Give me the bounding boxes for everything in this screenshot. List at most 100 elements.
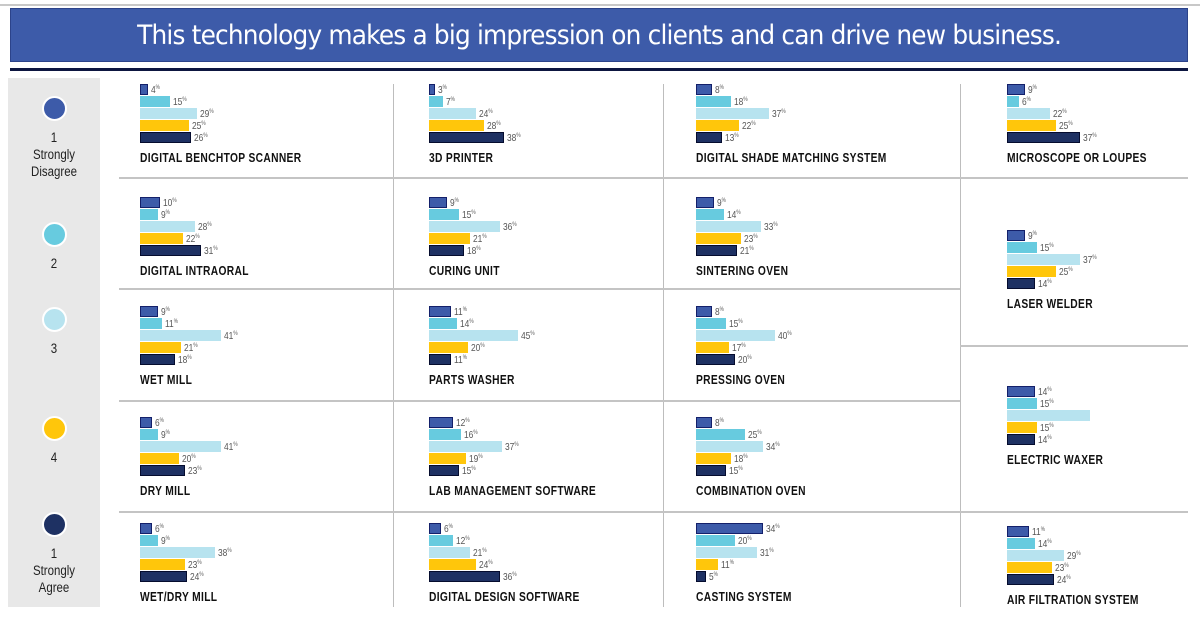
- chart-panel: 9% 15% 37% 25% 14% LASER WELDER: [1007, 230, 1112, 311]
- bar: [429, 441, 502, 452]
- bar-value-label: 34%: [766, 441, 780, 453]
- legend-label: 1 Strongly Agree: [32, 546, 76, 595]
- chart-panel: 6% 12% 21% 24% 36% DIGITAL DESIGN SOFTWARE: [429, 523, 613, 604]
- legend-swatch-icon: [41, 96, 67, 121]
- bar-value-label: 20%: [738, 354, 752, 366]
- panel-title: CASTING SYSTEM: [696, 590, 792, 604]
- bar-value-label: 25%: [1059, 120, 1073, 132]
- chart-panel: 8% 25% 34% 18% 15% COMBINATION OVEN: [696, 417, 830, 498]
- bar: [696, 221, 761, 232]
- bar-value-label: 14%: [1038, 278, 1052, 290]
- bar: [140, 547, 215, 558]
- bar-value-label: 37%: [1083, 254, 1097, 266]
- bar: [696, 306, 712, 317]
- bar-value-label: 9%: [161, 209, 170, 221]
- bar-value-label: 36%: [503, 571, 517, 583]
- column-divider: [663, 84, 664, 607]
- row-divider: [119, 288, 960, 290]
- bar: [429, 330, 518, 341]
- bar-value-label: 45%: [521, 330, 535, 342]
- chart-panel: 3% 7% 24% 28% 38% 3D PRINTER: [429, 84, 521, 165]
- bar-value-label: 31%: [760, 547, 774, 559]
- bar-value-label: 15%: [729, 465, 743, 477]
- bar: [140, 523, 152, 534]
- bar-value-label: 9%: [717, 197, 726, 209]
- bar-value-label: 18%: [734, 453, 748, 465]
- chart-panel: 34% 20% 31% 11% 5% CASTING SYSTEM: [696, 523, 813, 604]
- legend-item: 4: [8, 416, 100, 466]
- bar: [1007, 254, 1080, 265]
- bar-value-label: 23%: [744, 233, 758, 245]
- legend-label: 4: [50, 450, 58, 465]
- bar: [1007, 242, 1037, 253]
- bar: [696, 453, 731, 464]
- bar-value-label: 14%: [1038, 538, 1052, 550]
- panel-title: PARTS WASHER: [429, 373, 515, 387]
- bar: [140, 342, 181, 353]
- bar-value-label: 6%: [155, 417, 164, 429]
- bar: [696, 330, 775, 341]
- bar: [1007, 386, 1035, 397]
- bar-value-label: 20%: [471, 342, 485, 354]
- bar: [140, 233, 183, 244]
- bar: [696, 96, 731, 107]
- panel-title: ELECTRIC WAXER: [1007, 453, 1104, 467]
- bar-value-label: 13%: [725, 132, 739, 144]
- panel-title: DIGITAL INTRAORAL: [140, 264, 249, 278]
- bar-value-label: 33%: [764, 221, 778, 233]
- bar: [696, 108, 769, 119]
- bar: [696, 132, 722, 143]
- panel-title: DIGITAL DESIGN SOFTWARE: [429, 590, 580, 604]
- bar: [696, 318, 726, 329]
- bar: [1007, 422, 1037, 433]
- bar-value-label: 20%: [738, 535, 752, 547]
- bar: [429, 233, 470, 244]
- legend-panel: 1 Strongly Disagree 2 3 4 1 Strongly Agree: [8, 78, 100, 607]
- panel-title: DRY MILL: [140, 484, 191, 498]
- bar: [696, 429, 745, 440]
- bar: [140, 559, 185, 570]
- bar-value-label: 17%: [732, 342, 746, 354]
- bar-value-label: 15%: [1040, 398, 1054, 410]
- bar: [696, 523, 763, 534]
- bar: [1007, 278, 1035, 289]
- bar: [696, 559, 718, 570]
- bar-value-label: 23%: [1055, 562, 1069, 574]
- bar: [429, 547, 470, 558]
- legend-item: 1 Strongly Agree: [8, 512, 100, 596]
- panel-title: DIGITAL BENCHTOP SCANNER: [140, 151, 302, 165]
- bar-value-label: 11%: [454, 306, 467, 318]
- chart-panel: 10% 9% 28% 22% 31% DIGITAL INTRAORAL: [140, 197, 273, 278]
- panel-title: WET/DRY MILL: [140, 590, 218, 604]
- bar-group: 6% 12% 21% 24% 36%: [429, 523, 613, 583]
- bar-value-label: 9%: [450, 197, 459, 209]
- bar-value-label: 40%: [778, 330, 792, 342]
- bar: [429, 417, 453, 428]
- bar: [429, 318, 457, 329]
- bar: [429, 221, 500, 232]
- legend-swatch-icon: [41, 307, 67, 332]
- bar-group: 8% 18% 37% 22% 13%: [696, 84, 928, 144]
- bar: [429, 523, 441, 534]
- bar: [1007, 562, 1052, 573]
- panel-title: MICROSCOPE OR LOUPES: [1007, 151, 1147, 165]
- bar-group: 8% 25% 34% 18% 15%: [696, 417, 830, 477]
- bar-value-label: 38%: [218, 547, 232, 559]
- bar-value-label: 21%: [184, 342, 198, 354]
- bar-value-label: 14%: [1038, 434, 1052, 446]
- bar: [140, 441, 221, 452]
- bar: [696, 245, 737, 256]
- bar-value-label: 18%: [467, 245, 481, 257]
- bar: [1007, 538, 1035, 549]
- row-divider: [960, 177, 1188, 179]
- panel-title: SINTERING OVEN: [696, 264, 789, 278]
- row-divider: [960, 511, 1188, 513]
- bar: [140, 209, 158, 220]
- bar: [696, 120, 739, 131]
- bar-value-label: 11%: [454, 354, 467, 366]
- legend-item: 2: [8, 222, 100, 272]
- bar: [1007, 120, 1056, 131]
- bar-group: 3% 7% 24% 28% 38%: [429, 84, 521, 144]
- bar: [1007, 230, 1025, 241]
- bar: [1007, 574, 1054, 585]
